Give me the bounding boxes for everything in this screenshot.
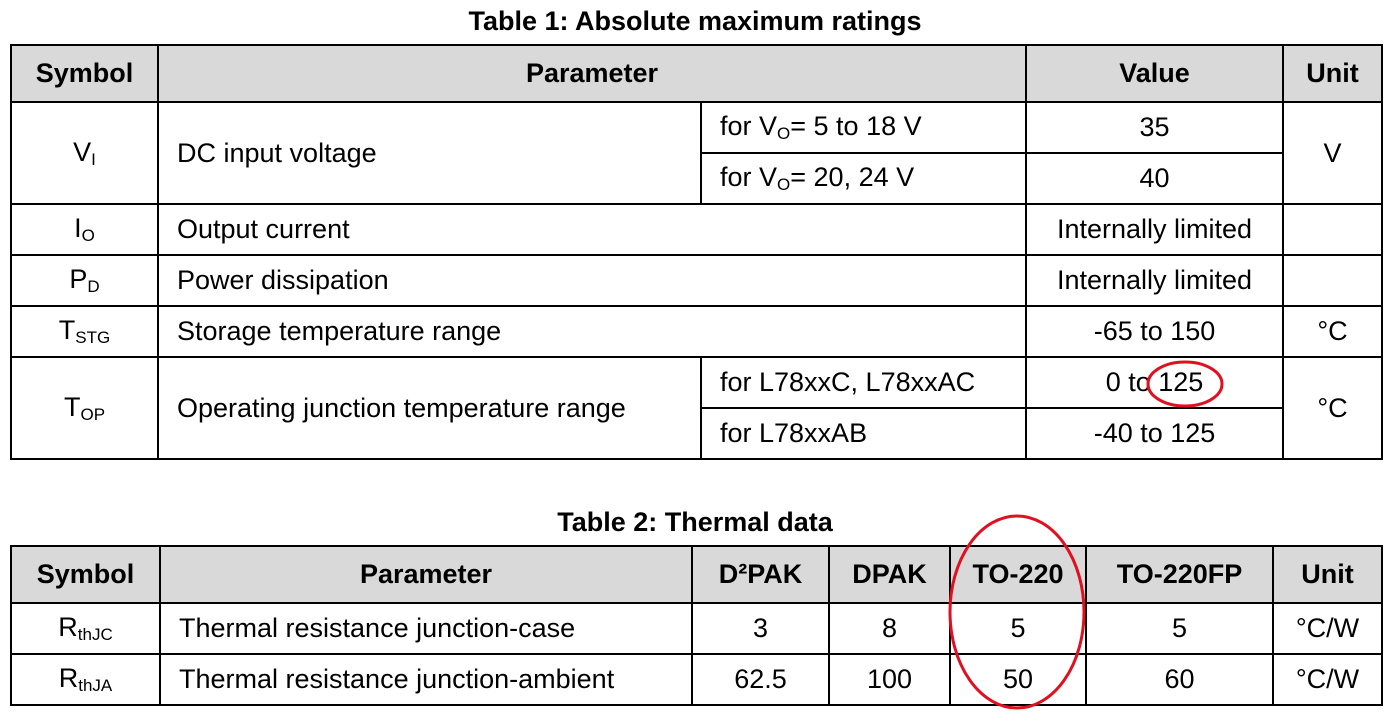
- header-to220: TO-220: [949, 545, 1087, 604]
- symbol-cell: PD: [10, 254, 159, 307]
- table-header-row: Symbol Parameter Value Unit: [10, 44, 1383, 103]
- absolute-max-ratings-table: Symbol Parameter Value Unit VI DC input …: [10, 44, 1383, 460]
- table-row: for L78xxAB -40 to 125: [11, 407, 1382, 460]
- value-cell: -40 to 125: [1025, 407, 1284, 460]
- header-parameter: Parameter: [159, 545, 693, 604]
- symbol-cell: TSTG: [10, 305, 159, 358]
- parameter-cell: Output current: [157, 203, 1027, 256]
- unit-cell: °C/W: [1272, 653, 1383, 706]
- condition-cell: for L78xxAB: [700, 407, 1027, 460]
- symbol-cell: RthJA: [10, 653, 161, 706]
- value-cell: 100: [828, 653, 951, 706]
- value-cell: 5: [949, 602, 1087, 655]
- header-to220fp: TO-220FP: [1085, 545, 1274, 604]
- symbol-cell: TOP: [10, 356, 159, 460]
- table-row: PD Power dissipation Internally limited: [10, 254, 1383, 307]
- table-row: RthJA Thermal resistance junction-ambien…: [10, 653, 1383, 706]
- value-cell: 35: [1025, 101, 1284, 154]
- table-row: TSTG Storage temperature range -65 to 15…: [10, 305, 1383, 358]
- parameter-cell: Operating junction temperature range: [157, 356, 702, 460]
- table2-title: Table 2: Thermal data: [557, 507, 833, 537]
- table1-title: Table 1: Absolute maximum ratings: [468, 6, 922, 36]
- value-cell: 5: [1085, 602, 1274, 655]
- symbol-cell: VI: [10, 101, 159, 205]
- symbol-cell: RthJC: [10, 602, 161, 655]
- table-row: RthJC Thermal resistance junction-case 3…: [10, 602, 1383, 655]
- header-unit: Unit: [1282, 44, 1383, 103]
- table-row: IO Output current Internally limited: [10, 203, 1383, 256]
- value-cell: -65 to 150: [1025, 305, 1284, 358]
- parameter-cell: DC input voltage: [157, 101, 702, 205]
- header-dpak: DPAK: [828, 545, 951, 604]
- condition-cell: for L78xxC, L78xxAC: [700, 356, 1027, 409]
- value-cell: 50: [949, 653, 1087, 706]
- unit-cell: °C: [1282, 356, 1383, 460]
- parameter-cell: Power dissipation: [157, 254, 1027, 307]
- thermal-data-table: Symbol Parameter D²PAK DPAK TO-220 TO-22…: [10, 545, 1383, 706]
- symbol-cell: IO: [10, 203, 159, 256]
- condition-cell: for VO= 20, 24 V: [700, 152, 1027, 205]
- value-cell: 3: [691, 602, 830, 655]
- unit-cell: [1282, 203, 1383, 256]
- unit-cell: V: [1282, 101, 1383, 205]
- parameter-cell: Thermal resistance junction-ambient: [159, 653, 693, 706]
- header-value: Value: [1025, 44, 1284, 103]
- table-row: TOP Operating junction temperature range…: [10, 356, 1383, 460]
- table-row: VI DC input voltage for VO= 5 to 18 V 35…: [10, 101, 1383, 205]
- header-parameter: Parameter: [157, 44, 1027, 103]
- header-symbol: Symbol: [10, 44, 159, 103]
- value-cell: Internally limited: [1025, 254, 1284, 307]
- condition-cell: for VO= 5 to 18 V: [700, 101, 1027, 154]
- header-d2pak: D²PAK: [691, 545, 830, 604]
- parameter-cell: Storage temperature range: [157, 305, 1027, 358]
- value-cell: Internally limited: [1025, 203, 1284, 256]
- header-symbol: Symbol: [10, 545, 161, 604]
- parameter-cell: Thermal resistance junction-case: [159, 602, 693, 655]
- header-unit: Unit: [1272, 545, 1383, 604]
- table-row: for VO= 20, 24 V 40: [11, 152, 1382, 205]
- value-cell: 40: [1025, 152, 1284, 205]
- unit-cell: °C: [1282, 305, 1383, 358]
- unit-cell: [1282, 254, 1383, 307]
- table-header-row: Symbol Parameter D²PAK DPAK TO-220 TO-22…: [10, 545, 1383, 604]
- value-cell: 8: [828, 602, 951, 655]
- unit-cell: °C/W: [1272, 602, 1383, 655]
- value-cell: 62.5: [691, 653, 830, 706]
- value-cell: 0 to 125: [1025, 356, 1284, 409]
- value-cell: 60: [1085, 653, 1274, 706]
